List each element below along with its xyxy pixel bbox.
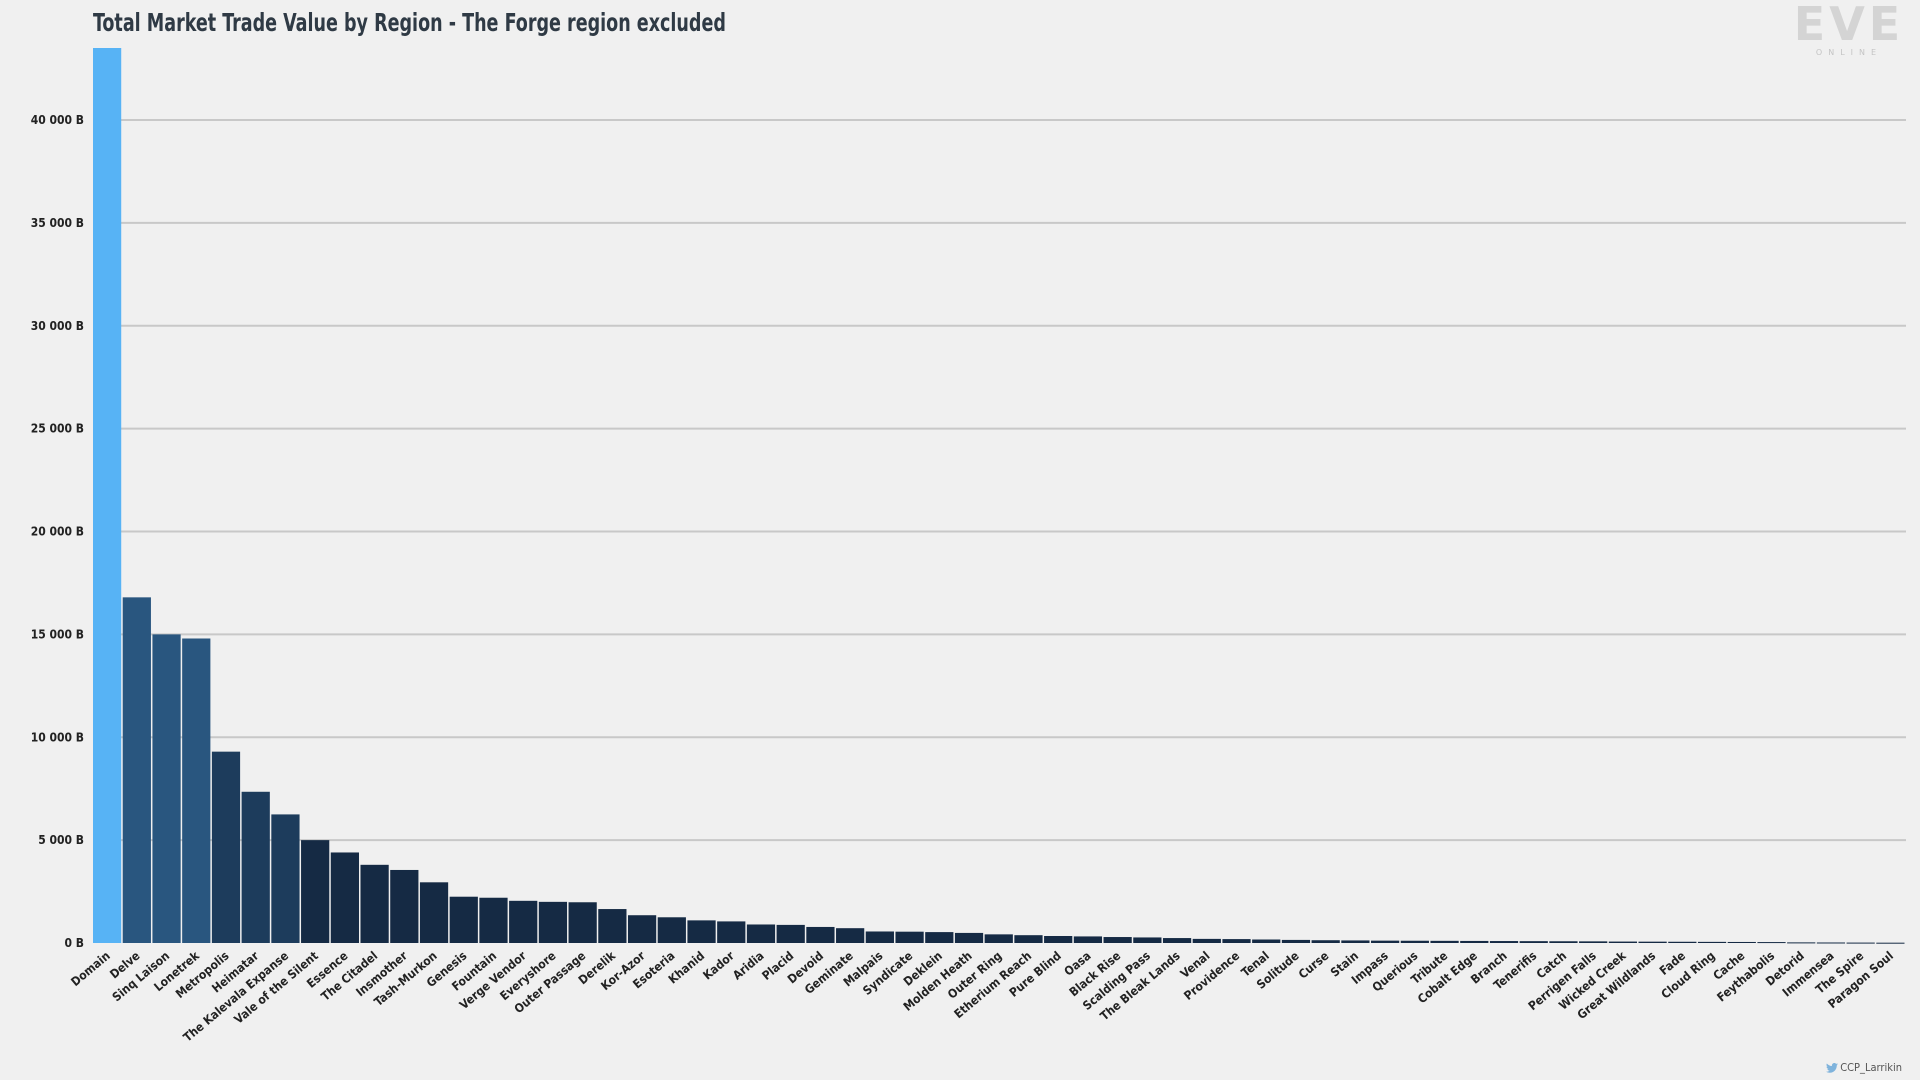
bar-querious — [1400, 940, 1429, 943]
bar-domain — [93, 48, 122, 943]
y-tick-label: 15 000 B — [31, 627, 84, 641]
bar-delve — [122, 597, 151, 943]
bar-feythabolis — [1757, 942, 1786, 944]
bar-fade — [1668, 941, 1697, 943]
bar-wicked-creek — [1608, 941, 1638, 943]
y-tick-label: 5 000 B — [38, 833, 84, 847]
bar-perrigen-falls — [1579, 941, 1608, 943]
y-tick-label: 40 000 B — [31, 113, 84, 127]
y-tick-label: 10 000 B — [31, 730, 84, 744]
bar-oasa — [1073, 936, 1103, 943]
bar-malpais — [865, 931, 894, 943]
author-credit[interactable]: CCP_Larrikin — [1826, 1061, 1902, 1074]
bar-lonetrek — [182, 638, 211, 943]
bar-outer-passage — [568, 902, 597, 943]
bar-outer-ring — [984, 934, 1013, 943]
bar-vale-of-the-silent — [301, 840, 330, 943]
bar-cache — [1727, 941, 1756, 943]
bar-scalding-pass — [1133, 937, 1162, 943]
bar-solitude — [1281, 939, 1311, 943]
bar-immensea — [1816, 942, 1846, 944]
x-tick-label: Kador — [700, 948, 737, 982]
y-tick-label: 25 000 B — [31, 422, 84, 436]
bar-tribute — [1430, 940, 1459, 943]
bar-fountain — [479, 897, 508, 943]
bar-sinq-laison — [152, 634, 181, 943]
bars — [93, 48, 1905, 944]
x-tick-label: Curse — [1296, 949, 1332, 982]
bar-cloud-ring — [1697, 941, 1727, 943]
bar-black-rise — [1103, 937, 1132, 943]
bar-kor-azor — [627, 915, 657, 943]
bar-branch — [1489, 941, 1519, 943]
bar-derelik — [598, 909, 627, 943]
x-tick-label: Aridia — [730, 949, 767, 983]
bar-placid — [776, 924, 805, 943]
y-tick-label: 0 B — [65, 936, 85, 950]
bar-khanid — [687, 920, 716, 943]
logo-subtitle: ONLINE — [1815, 48, 1883, 57]
y-tick-label: 20 000 B — [31, 525, 84, 539]
y-axis: 0 B 5 000 B 10 000 B 15 000 B 20 000 B 25 000… — [31, 113, 84, 950]
bar-pure-blind — [1044, 936, 1073, 943]
logo-word: EVE — [1793, 0, 1905, 51]
bar-insmother — [390, 869, 419, 943]
y-tick-label: 30 000 B — [31, 319, 84, 333]
bar-providence — [1222, 939, 1251, 943]
bar-syndicate — [895, 931, 924, 943]
bar-the-citadel — [360, 864, 389, 943]
bar-stain — [1341, 940, 1370, 943]
bar-geminate — [836, 928, 865, 943]
bar-tash-murkon — [419, 882, 449, 943]
bar-essence — [330, 852, 359, 943]
bar-cobalt-edge — [1460, 940, 1489, 943]
credit-handle: CCP_Larrikin — [1840, 1061, 1902, 1074]
x-tick-label: Domain — [68, 949, 112, 989]
bar-curse — [1311, 940, 1340, 943]
chart-title: Total Market Trade Value by Region - The… — [93, 8, 726, 37]
bar-genesis — [449, 896, 478, 943]
bar-venal — [1192, 938, 1221, 943]
bar-metropolis — [211, 751, 241, 943]
bar-tenerifis — [1519, 941, 1548, 943]
twitter-bird-icon — [1826, 1062, 1839, 1073]
bar-the-kalevala-expanse — [271, 814, 300, 943]
grid-lines — [93, 119, 1906, 842]
bar-the-spire — [1846, 942, 1875, 944]
bar-tenal — [1252, 939, 1281, 943]
bar-deklein — [925, 932, 954, 943]
bar-heimatar — [241, 791, 270, 943]
bar-molden-heath — [954, 932, 984, 943]
bar-kador — [717, 921, 746, 943]
bar-paragon-soul — [1876, 942, 1905, 944]
bar-detorid — [1787, 942, 1816, 944]
bar-etherium-reach — [1014, 935, 1043, 943]
y-tick-label: 35 000 B — [31, 216, 84, 230]
bar-catch — [1549, 941, 1578, 943]
bar-verge-vendor — [509, 900, 538, 943]
eve-online-logo: EVE ONLINE — [1782, 0, 1916, 60]
bar-esoteria — [657, 917, 686, 943]
bar-the-bleak-lands — [1162, 938, 1192, 943]
bar-devoid — [806, 926, 835, 943]
bar-impass — [1371, 940, 1400, 943]
bar-great-wildlands — [1638, 941, 1667, 943]
bar-everyshore — [538, 901, 568, 943]
bar-aridia — [746, 924, 776, 943]
